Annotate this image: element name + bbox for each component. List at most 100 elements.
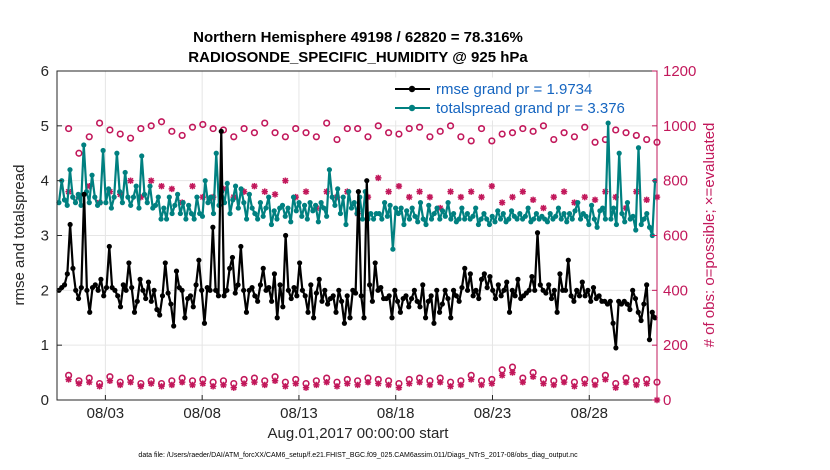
rmse-point (574, 287, 580, 293)
obs-possible-marker (550, 135, 558, 144)
rmse-point (252, 293, 258, 299)
totalspread-point (92, 194, 98, 200)
totalspread-point (555, 205, 562, 211)
totalspread-point (624, 200, 631, 206)
obs-evaluated-marker (478, 193, 485, 201)
obs-possible-marker (436, 127, 444, 135)
totalspread-point (210, 210, 217, 217)
rmse-point (98, 276, 104, 282)
obs-evaluated-low-marker (65, 376, 72, 383)
rmse-point (213, 287, 219, 293)
rmse-point (638, 317, 644, 324)
obs-evaluated-low-marker (622, 378, 630, 386)
totalspread-point (183, 216, 189, 222)
rmse-point (394, 298, 401, 304)
rmse-point (255, 298, 261, 304)
totalspread-point (86, 200, 92, 206)
totalspread-point (119, 200, 126, 206)
rmse-point (411, 287, 417, 293)
rmse-point (330, 293, 336, 299)
totalspread-point (158, 216, 164, 222)
obs-evaluated-low-marker (478, 381, 485, 389)
legend-box (387, 77, 649, 121)
totalspread-point (230, 197, 236, 203)
totalspread-point (282, 213, 288, 219)
totalspread-point (70, 194, 76, 200)
rmse-point (610, 320, 616, 326)
rmse-point (481, 271, 487, 277)
rmse-point (179, 287, 185, 293)
rmse-point (355, 189, 361, 195)
rmse-point (193, 282, 199, 288)
totalspread-point (439, 208, 446, 214)
totalspread-point (428, 216, 435, 222)
rmse-point (157, 312, 163, 318)
obs-evaluated-low-marker (529, 373, 537, 380)
rmse-point (369, 298, 375, 304)
rmse-point (182, 315, 188, 321)
rmse-point (269, 298, 275, 304)
obs-evaluated-marker (271, 191, 279, 198)
obs-evaluated-low-marker (406, 380, 413, 387)
rmse-point (635, 309, 641, 315)
totalspread-point (431, 210, 437, 217)
obs-possible-marker (560, 129, 568, 137)
totalspread-point (633, 227, 639, 233)
obs-evaluated-low-marker (519, 378, 527, 386)
rmse-point (537, 282, 543, 288)
totalspread-point (324, 213, 330, 219)
totalspread-point (489, 213, 495, 219)
obs-possible-marker (426, 133, 434, 141)
totalspread-point (473, 205, 479, 211)
rmse-point (344, 293, 350, 299)
rmse-point (257, 282, 264, 288)
rmse-point (336, 287, 342, 293)
totalspread-point (244, 216, 250, 222)
legend-spread-marker (408, 104, 416, 112)
totalspread-point (147, 183, 153, 189)
rmse-point (364, 178, 370, 184)
totalspread-point (108, 205, 114, 211)
obs-possible-marker (188, 123, 197, 131)
totalspread-point (61, 197, 68, 203)
totalspread-point (644, 210, 650, 217)
rmse-point (624, 301, 630, 307)
obs-possible-marker (333, 135, 341, 144)
totalspread-point (257, 200, 264, 206)
totalspread-point (348, 205, 355, 211)
totalspread-point (241, 200, 247, 206)
x-axis-label: Aug.01,2017 00:00:00 start (268, 425, 450, 442)
rmse-point (341, 320, 348, 326)
obs-possible-marker (323, 119, 331, 127)
rmse-point (492, 295, 499, 302)
obs-possible-marker (343, 124, 351, 133)
rmse-point (607, 298, 613, 304)
rmse-point (649, 309, 655, 315)
totalspread-point (611, 205, 617, 211)
obs-possible-marker (199, 120, 207, 129)
obs-evaluated-marker (457, 193, 465, 201)
rmse-point (414, 298, 420, 304)
totalspread-point (136, 205, 142, 211)
rmse-point (171, 323, 177, 329)
rmse-point (92, 282, 98, 288)
totalspread-point (406, 216, 413, 222)
obs-possible-marker (147, 122, 155, 130)
obs-evaluated-low-marker (333, 383, 341, 390)
obs-possible-marker (178, 131, 186, 140)
rmse-point (434, 287, 440, 293)
obs-evaluated-low-marker (457, 381, 465, 389)
totalspread-point (379, 216, 385, 222)
totalspread-point (359, 216, 366, 222)
rmse-point (221, 293, 227, 299)
obs-evaluated-low-marker (540, 380, 547, 387)
rmse-point (476, 295, 482, 302)
totalspread-point (130, 194, 137, 200)
rmse-point (490, 287, 496, 293)
rmse-point (311, 315, 317, 321)
rmse-point (316, 276, 322, 282)
right-tick-label: 0 (663, 392, 671, 409)
obs-evaluated-marker (488, 182, 496, 190)
obs-evaluated-low-marker (560, 378, 568, 386)
rmse-point (145, 279, 152, 285)
